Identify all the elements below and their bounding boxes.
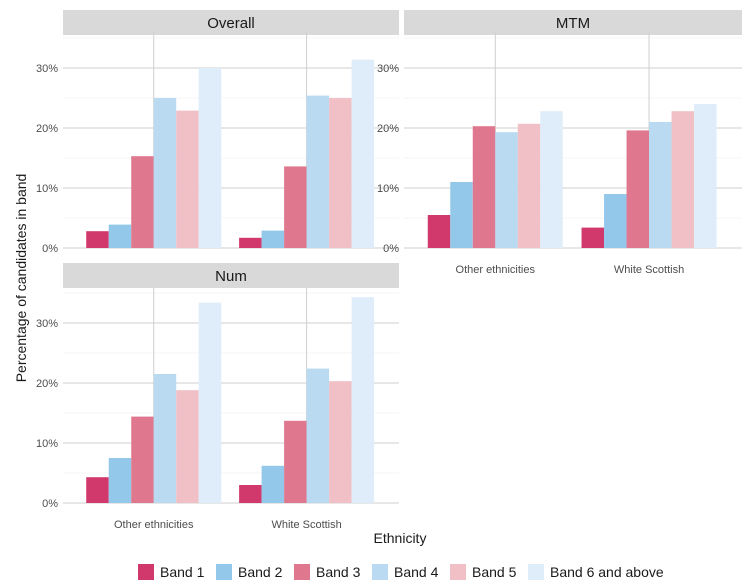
bar-band-3 — [131, 156, 154, 248]
panel-strip — [63, 10, 399, 35]
bar-band-2 — [604, 194, 627, 248]
legend-label: Band 1 — [160, 564, 205, 580]
bar-band-5 — [329, 381, 352, 503]
bar-band-6-and-above — [694, 104, 717, 248]
bar-band-6-and-above — [351, 297, 375, 503]
bar-band-1 — [86, 477, 109, 503]
legend-label: Band 4 — [394, 564, 439, 580]
bar-band-2 — [261, 465, 285, 503]
panel-title: MTM — [556, 15, 590, 32]
legend-label: Band 5 — [472, 564, 517, 580]
legend-swatch — [216, 564, 232, 580]
bar-band-1 — [239, 237, 262, 248]
panel-title: Num — [215, 268, 247, 285]
bar-band-3 — [131, 416, 154, 503]
panel-strip — [404, 10, 742, 35]
x-axis-title: Ethnicity — [374, 530, 427, 546]
legend-swatch — [294, 564, 310, 580]
bar-band-6-and-above — [198, 68, 222, 248]
bar-band-2 — [261, 230, 285, 248]
legend-swatch — [450, 564, 466, 580]
bar-band-4 — [153, 374, 177, 503]
x-tick-label: Other ethnicities — [114, 519, 194, 531]
bar-band-6-and-above — [540, 111, 563, 248]
bar-band-3 — [284, 420, 307, 503]
y-tick-label: 30% — [36, 318, 58, 330]
bar-band-6-and-above — [198, 302, 222, 503]
bar-band-2 — [450, 182, 473, 248]
bar-band-5 — [329, 98, 352, 248]
bar-band-1 — [427, 215, 451, 248]
panel-mtm: MTM 0% 10% 20% 30% Other ethnicities White Sco… — [377, 10, 742, 276]
x-tick-label: White Scottish — [614, 264, 684, 276]
y-tick-label: 0% — [42, 243, 58, 255]
y-tick-label: 20% — [36, 378, 58, 390]
y-tick-label: 0% — [42, 498, 58, 510]
panel-strip — [63, 263, 399, 288]
bar-band-3 — [284, 166, 307, 248]
y-tick-label: 10% — [36, 183, 58, 195]
legend-item: Band 1 — [138, 564, 205, 580]
panel-overall: Overall 0% 10% 20% 30% — [36, 10, 399, 255]
legend-item: Band 5 — [450, 564, 517, 580]
bar-band-5 — [176, 390, 199, 503]
y-tick-label: 20% — [377, 123, 399, 135]
y-tick-label: 30% — [36, 63, 58, 75]
y-tick-label: 10% — [377, 183, 399, 195]
bar-band-6-and-above — [351, 59, 375, 248]
legend-label: Band 6 and above — [550, 564, 664, 580]
bar-band-2 — [108, 458, 132, 503]
panel-title: Overall — [207, 15, 255, 32]
bar-band-3 — [472, 126, 496, 248]
y-tick-label: 0% — [383, 243, 399, 255]
legend-item: Band 6 and above — [528, 564, 664, 580]
bar-band-1 — [239, 485, 262, 503]
bar-band-4 — [306, 95, 330, 248]
bar-band-4 — [649, 122, 672, 248]
y-tick-label: 30% — [377, 63, 399, 75]
bar-band-4 — [153, 98, 177, 248]
y-tick-label: 10% — [36, 438, 58, 450]
legend-item: Band 2 — [216, 564, 283, 580]
legend-swatch — [138, 564, 154, 580]
legend-swatch — [372, 564, 388, 580]
x-tick-label: Other ethnicities — [456, 264, 536, 276]
legend: Band 1 Band 2 Band 3 Band 4 Band 5 Band 6 and… — [138, 564, 664, 580]
bar-band-5 — [671, 111, 695, 248]
legend-label: Band 2 — [238, 564, 283, 580]
y-axis-title: Percentage of candidates in band — [13, 174, 29, 383]
panel-num: Num 0% 10% 20% 30% Other ethnicities White Sco… — [36, 263, 399, 531]
bar-band-1 — [86, 231, 109, 248]
bar-band-4 — [495, 132, 518, 248]
legend-item: Band 4 — [372, 564, 439, 580]
legend-label: Band 3 — [316, 564, 361, 580]
bar-band-1 — [581, 227, 605, 248]
legend-swatch — [528, 564, 544, 580]
bar-band-4 — [306, 368, 330, 503]
bar-band-3 — [626, 130, 650, 248]
bar-band-5 — [176, 110, 199, 248]
legend-item: Band 3 — [294, 564, 361, 580]
y-tick-label: 20% — [36, 123, 58, 135]
bar-band-2 — [108, 224, 132, 248]
x-tick-label: White Scottish — [271, 519, 341, 531]
bar-band-5 — [517, 123, 541, 248]
